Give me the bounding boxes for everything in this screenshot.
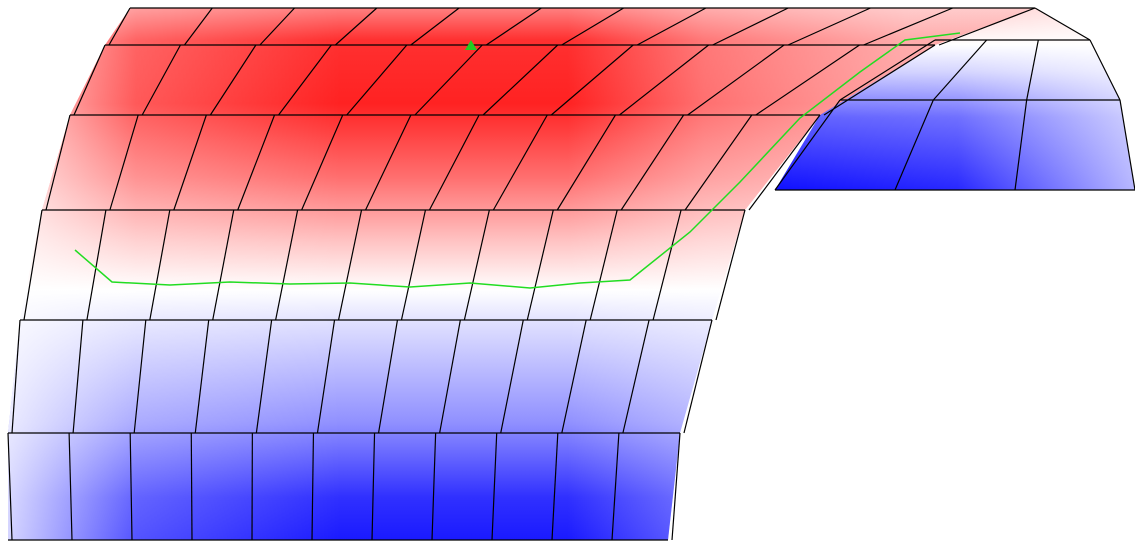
mesh-line	[191, 433, 192, 540]
contour-plot	[0, 0, 1135, 544]
page: (() => { const NS = 'http://www.w3.org/2…	[0, 0, 1135, 544]
